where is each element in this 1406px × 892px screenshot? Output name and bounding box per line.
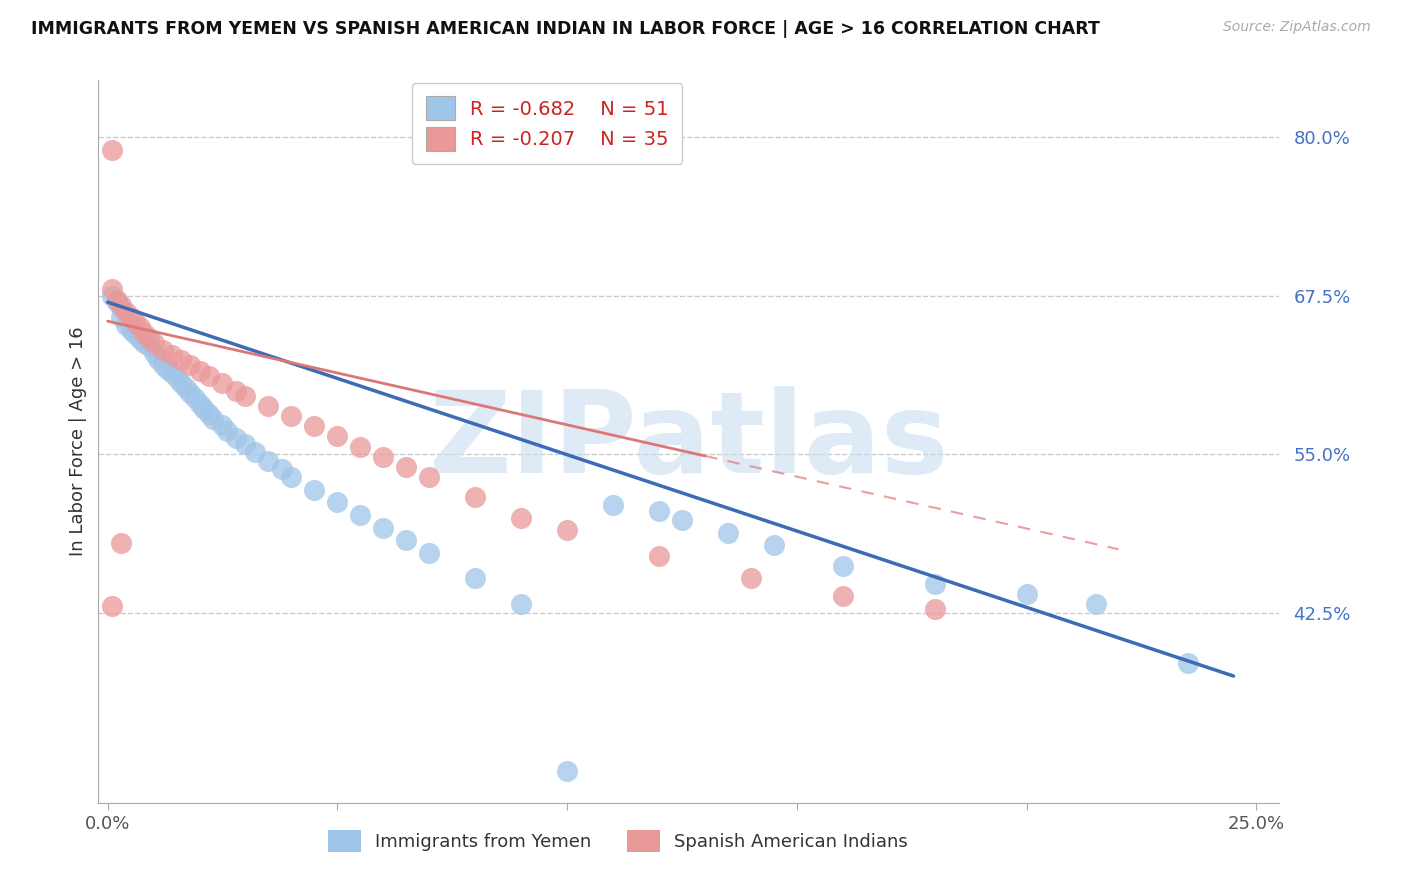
Point <box>1084 597 1107 611</box>
Point <box>211 376 233 391</box>
Point <box>349 440 371 454</box>
Point <box>225 384 247 398</box>
Point <box>110 536 132 550</box>
Point <box>304 483 326 497</box>
Point <box>128 320 150 334</box>
Legend: Immigrants from Yemen, Spanish American Indians: Immigrants from Yemen, Spanish American … <box>321 822 915 859</box>
Point <box>128 332 150 346</box>
Point <box>1177 657 1199 671</box>
Point <box>120 323 142 337</box>
Point <box>101 143 124 157</box>
Point <box>105 293 128 307</box>
Point <box>115 318 138 332</box>
Point <box>418 546 440 560</box>
Point <box>211 418 233 433</box>
Point <box>166 371 188 385</box>
Point <box>1015 587 1038 601</box>
Point <box>243 444 266 458</box>
Point <box>280 409 302 424</box>
Point <box>170 353 193 368</box>
Point <box>138 339 160 353</box>
Point <box>101 282 124 296</box>
Text: IMMIGRANTS FROM YEMEN VS SPANISH AMERICAN INDIAN IN LABOR FORCE | AGE > 16 CORRE: IMMIGRANTS FROM YEMEN VS SPANISH AMERICA… <box>31 20 1099 37</box>
Point <box>831 589 853 603</box>
Point <box>740 571 762 585</box>
Point <box>602 498 624 512</box>
Point <box>142 335 165 350</box>
Point <box>235 389 257 403</box>
Point <box>197 407 219 421</box>
Point <box>202 411 225 425</box>
Point <box>124 326 146 341</box>
Point <box>134 326 156 340</box>
Point <box>160 366 183 380</box>
Point <box>510 510 533 524</box>
Point <box>110 310 132 325</box>
Point <box>717 525 740 540</box>
Point <box>831 558 853 573</box>
Point <box>179 386 201 401</box>
Point <box>280 470 302 484</box>
Point <box>235 437 257 451</box>
Point <box>326 429 349 443</box>
Point <box>110 301 132 316</box>
Point <box>225 431 247 445</box>
Point <box>170 376 193 391</box>
Point <box>146 352 169 367</box>
Point <box>924 576 946 591</box>
Point <box>349 508 371 522</box>
Point <box>464 491 486 505</box>
Point <box>152 343 174 358</box>
Point <box>510 597 533 611</box>
Point <box>197 368 219 383</box>
Text: ZIPatlas: ZIPatlas <box>429 386 949 497</box>
Point <box>188 363 211 377</box>
Point <box>395 533 418 548</box>
Point <box>188 396 211 410</box>
Point <box>156 362 179 376</box>
Point <box>373 521 395 535</box>
Point <box>257 399 280 413</box>
Point <box>648 504 671 518</box>
Point <box>326 495 349 509</box>
Point <box>671 513 693 527</box>
Point <box>418 470 440 484</box>
Point <box>304 419 326 434</box>
Point <box>115 305 138 319</box>
Point <box>174 381 197 395</box>
Point <box>193 401 215 416</box>
Point <box>555 523 578 537</box>
Point <box>648 549 671 563</box>
Y-axis label: In Labor Force | Age > 16: In Labor Force | Age > 16 <box>69 326 87 557</box>
Point <box>184 392 207 406</box>
Point <box>134 335 156 350</box>
Point <box>142 346 165 360</box>
Point <box>924 602 946 616</box>
Text: Source: ZipAtlas.com: Source: ZipAtlas.com <box>1223 20 1371 34</box>
Point <box>124 315 146 329</box>
Point <box>762 539 785 553</box>
Point <box>138 330 160 344</box>
Point <box>120 310 142 325</box>
Point <box>160 348 183 362</box>
Point <box>105 295 128 310</box>
Point <box>395 459 418 474</box>
Point <box>217 425 239 439</box>
Point <box>110 298 132 312</box>
Point <box>179 359 201 373</box>
Point <box>101 289 124 303</box>
Point <box>152 359 174 373</box>
Point <box>271 462 294 476</box>
Point <box>555 764 578 778</box>
Point <box>101 599 124 614</box>
Point <box>257 453 280 467</box>
Point <box>464 571 486 585</box>
Point <box>373 450 395 464</box>
